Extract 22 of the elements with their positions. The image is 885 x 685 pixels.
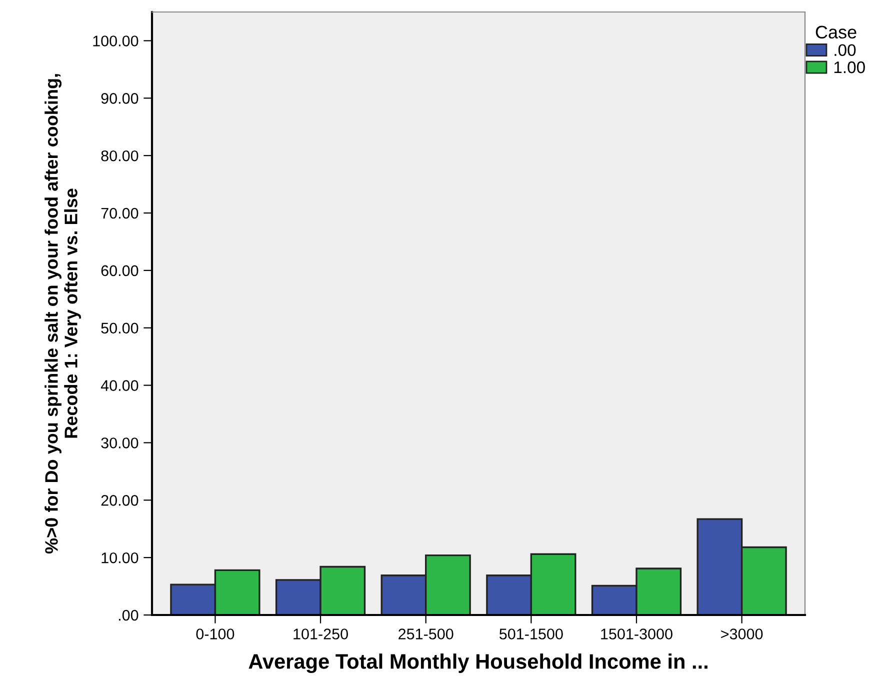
x-tick-label: >3000 xyxy=(721,628,763,640)
y-tick-label: .00 xyxy=(118,610,138,621)
x-axis-title: Average Total Monthly Household Income in ... xyxy=(248,654,708,674)
y-tick-label: 40.00 xyxy=(100,380,138,391)
y-tick-label: 70.00 xyxy=(101,208,138,219)
x-tick-label: 0-100 xyxy=(196,628,234,640)
legend-title: Case xyxy=(816,26,856,39)
y-tick-label: 60.00 xyxy=(101,265,138,276)
y-tick-label: 80.00 xyxy=(101,150,138,162)
y-axis-title: %>0 for Do you sprinkle salt on your food after cooking, Recode 1: Very often vs. Else xyxy=(44,74,81,554)
x-tick-label: 101-250 xyxy=(294,628,348,640)
x-tick-label: 251-500 xyxy=(398,628,454,640)
y-tick-label: 90.00 xyxy=(101,93,138,104)
y-tick-label: 100.00 xyxy=(93,36,138,46)
y-tick-label: 20.00 xyxy=(101,495,138,506)
x-tick-label: 1501-3000 xyxy=(601,628,672,640)
y-tick-label: 50.00 xyxy=(101,322,138,334)
y-tick-label: 10.00 xyxy=(102,552,138,564)
x-tick-label: 501-1500 xyxy=(499,628,563,640)
legend-label: .00 xyxy=(834,44,856,56)
y-tick-label: 30.00 xyxy=(101,438,138,448)
legend-label: 1.00 xyxy=(834,61,865,74)
